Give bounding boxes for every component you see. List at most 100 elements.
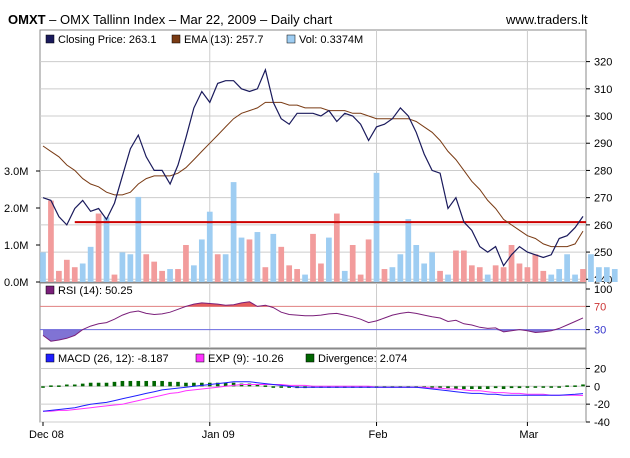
divergence-bar <box>168 381 172 387</box>
macd-tick-label: 20 <box>594 363 606 375</box>
price-tick-label: 280 <box>594 165 612 177</box>
volume-bar <box>230 182 237 282</box>
legend-swatch <box>45 353 55 363</box>
close-price-line <box>42 67 584 267</box>
volume-bar <box>468 265 475 282</box>
volume-bar <box>214 254 221 282</box>
volume-bar <box>95 213 102 282</box>
divergence-bar <box>72 384 77 387</box>
volume-bar <box>175 269 181 282</box>
divergence-bar <box>549 386 554 388</box>
volume-tick-label: 3.0M <box>4 166 28 178</box>
volume-bar <box>310 233 316 282</box>
volume-bar <box>159 270 165 282</box>
divergence-bar <box>80 383 85 387</box>
site-url[interactable]: www.traders.lt <box>506 12 588 27</box>
volume-bar <box>333 213 340 282</box>
symbol: OMXT <box>8 12 46 27</box>
volume-bar <box>429 252 435 282</box>
volume-bar <box>572 274 578 282</box>
volume-tick-label: 0.0M <box>4 277 28 289</box>
divergence-bar <box>509 386 514 389</box>
volume-bar <box>492 265 499 282</box>
rsi-line <box>42 301 584 342</box>
x-tick-label: Dec 08 <box>29 429 64 441</box>
volume-bar <box>79 263 86 282</box>
volume-bar <box>603 267 610 282</box>
divergence-bar <box>200 382 204 387</box>
volume-bar <box>326 237 332 282</box>
divergence-bar <box>57 385 61 387</box>
legend-label: RSI (14): 50.25 <box>58 285 133 297</box>
legend-label: EMA (13): 257.7 <box>184 34 264 46</box>
volume-bar <box>373 172 380 282</box>
volume-bar <box>437 270 443 282</box>
legend-swatch <box>305 353 315 363</box>
volume-bar <box>484 274 491 282</box>
volume-bar <box>262 267 269 282</box>
divergence-bar <box>144 380 149 387</box>
legend-swatch <box>45 285 55 295</box>
divergence-bar <box>517 386 522 389</box>
price-tick-label: 320 <box>594 57 612 69</box>
price-tick-label: 290 <box>594 138 612 150</box>
legend-swatch <box>195 353 205 363</box>
divergence-bar <box>128 380 133 387</box>
volume-bar <box>389 267 396 282</box>
price-tick-label: 310 <box>594 84 612 96</box>
volume-bar <box>381 269 388 282</box>
volume-bar <box>397 254 404 282</box>
volume-bar <box>127 254 134 282</box>
volume-bar <box>56 270 62 282</box>
legend-swatch <box>171 34 181 44</box>
volume-bar <box>254 232 261 282</box>
divergence-bar <box>41 386 45 388</box>
legend-swatch <box>286 34 296 44</box>
divergence-bar <box>470 386 474 389</box>
divergence-bar <box>120 380 125 387</box>
volume-bar <box>135 196 142 282</box>
divergence-bar <box>96 382 101 387</box>
x-tick-label: Jan 09 <box>202 429 235 441</box>
exp-line <box>43 384 584 412</box>
divergence-bar <box>255 384 260 387</box>
volume-tick-label: 2.0M <box>4 203 28 215</box>
volume-bar <box>302 274 308 282</box>
divergence-bar <box>104 382 109 387</box>
divergence-bar <box>573 385 577 387</box>
volume-bar <box>222 254 229 282</box>
divergence-bar <box>65 384 69 387</box>
divergence-bar <box>176 381 180 387</box>
divergence-bar <box>581 384 585 387</box>
legend-label: EXP (9): -10.26 <box>208 353 284 365</box>
x-tick-label: Mar <box>519 429 538 441</box>
divergence-bar <box>525 386 530 388</box>
divergence-bar <box>485 386 490 389</box>
volume-bar <box>71 267 78 282</box>
volume-bar <box>143 254 150 282</box>
volume-bar <box>405 219 412 282</box>
volume-bar <box>532 254 539 282</box>
volume-tick-label: 1.0M <box>4 240 28 252</box>
price-tick-label: 260 <box>594 220 612 232</box>
legend-label: Closing Price: 263.1 <box>58 34 156 46</box>
volume-bar <box>318 263 324 282</box>
volume-bar <box>476 267 483 282</box>
divergence-bar <box>446 386 450 389</box>
divergence-bar <box>136 380 141 387</box>
rsi-tick-label: 70 <box>594 301 606 313</box>
ema-line <box>42 101 584 248</box>
volume-bar <box>286 265 293 282</box>
rsi-tick-label: 100 <box>594 284 612 296</box>
volume-bar <box>63 259 70 282</box>
volume-bar <box>238 237 245 282</box>
divergence-bar <box>231 382 236 387</box>
divergence-bar <box>438 386 442 389</box>
price-tick-label: 300 <box>594 111 612 123</box>
divergence-bar <box>565 385 569 387</box>
volume-bar <box>508 245 515 282</box>
volume-bar <box>48 200 54 282</box>
divergence-bar <box>501 386 506 389</box>
legend-label: Vol: 0.3374M <box>299 34 363 46</box>
